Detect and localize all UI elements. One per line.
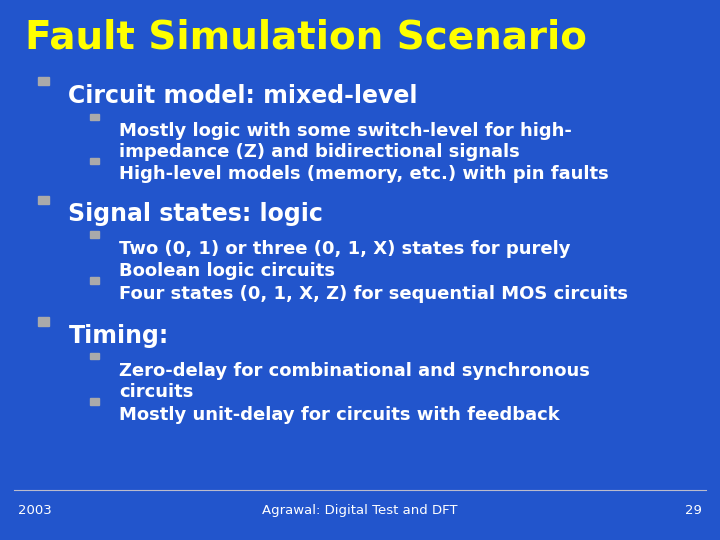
Text: Fault Simulation Scenario: Fault Simulation Scenario bbox=[25, 19, 587, 57]
Bar bbox=[90, 353, 99, 360]
Text: Zero-delay for combinational and synchronous
circuits: Zero-delay for combinational and synchro… bbox=[119, 362, 590, 401]
Bar bbox=[90, 114, 99, 120]
Text: High-level models (memory, etc.) with pin faults: High-level models (memory, etc.) with pi… bbox=[119, 165, 608, 183]
Bar bbox=[90, 399, 99, 405]
Text: Circuit model: mixed-level: Circuit model: mixed-level bbox=[68, 84, 418, 107]
Text: Agrawal: Digital Test and DFT: Agrawal: Digital Test and DFT bbox=[262, 504, 458, 517]
Text: Timing:: Timing: bbox=[68, 324, 168, 348]
Bar bbox=[38, 318, 49, 326]
Bar bbox=[38, 77, 49, 85]
Bar bbox=[38, 196, 49, 204]
Text: 29: 29 bbox=[685, 504, 702, 517]
Bar bbox=[90, 158, 99, 165]
Text: Mostly unit-delay for circuits with feedback: Mostly unit-delay for circuits with feed… bbox=[119, 406, 559, 424]
Text: Two (0, 1) or three (0, 1, X) states for purely
Boolean logic circuits: Two (0, 1) or three (0, 1, X) states for… bbox=[119, 240, 570, 280]
Bar bbox=[90, 232, 99, 238]
Text: 2003: 2003 bbox=[18, 504, 52, 517]
Text: Mostly logic with some switch-level for high-
impedance (Z) and bidirectional si: Mostly logic with some switch-level for … bbox=[119, 122, 572, 161]
Text: Signal states: logic: Signal states: logic bbox=[68, 202, 323, 226]
Bar bbox=[90, 278, 99, 284]
Text: Four states (0, 1, X, Z) for sequential MOS circuits: Four states (0, 1, X, Z) for sequential … bbox=[119, 285, 628, 303]
